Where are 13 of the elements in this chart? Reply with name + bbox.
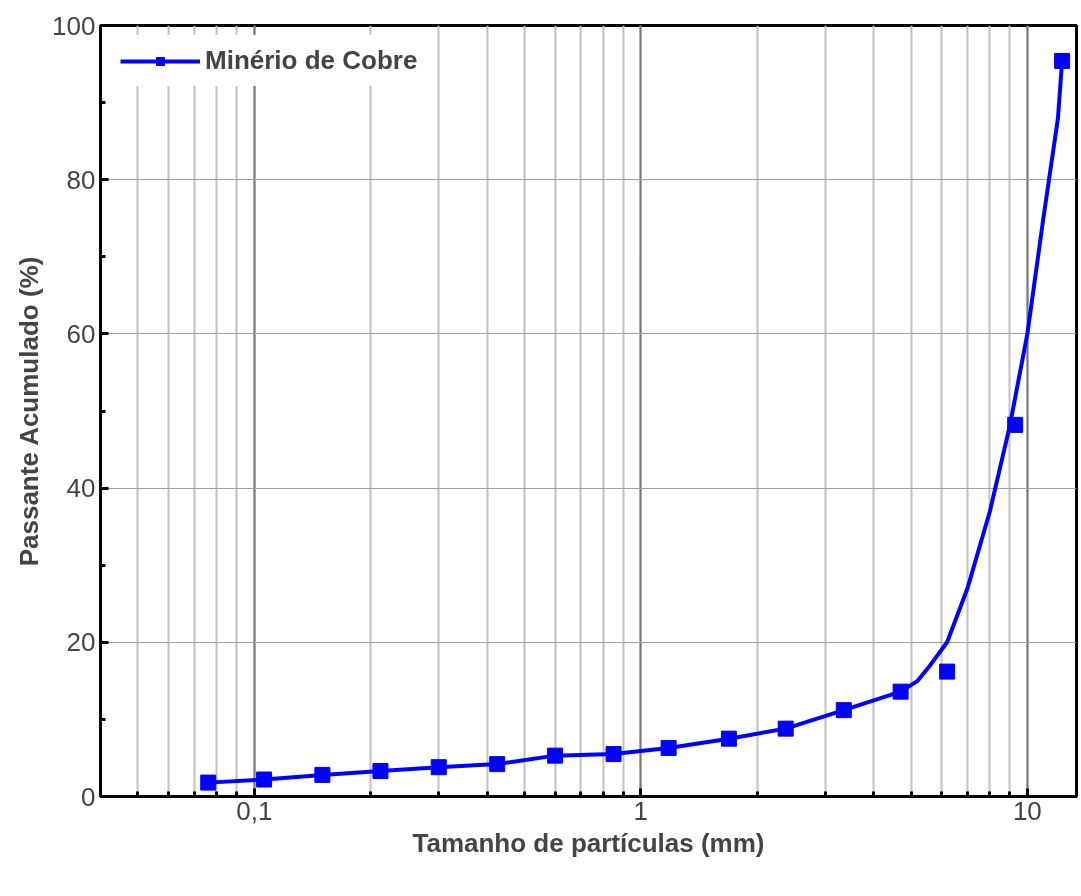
y-tick-label: 20	[66, 627, 96, 658]
x-tick-label: 1	[633, 795, 649, 826]
y-tick-label: 40	[66, 473, 96, 504]
x-axis-title: Tamanho de partículas (mm)	[412, 827, 765, 858]
y-tick-label: 100	[52, 10, 96, 41]
x-tick-label: 10	[1012, 795, 1042, 826]
y-tick-label: 0	[81, 781, 96, 812]
y-tick-label: 60	[66, 318, 96, 349]
x-tick-label: 0,1	[236, 795, 273, 826]
y-axis-title: Passante Acumulado (%)	[14, 256, 45, 567]
legend-label: Minério de Cobre	[205, 45, 418, 76]
y-tick-label: 80	[66, 164, 96, 195]
point	[200, 774, 217, 791]
